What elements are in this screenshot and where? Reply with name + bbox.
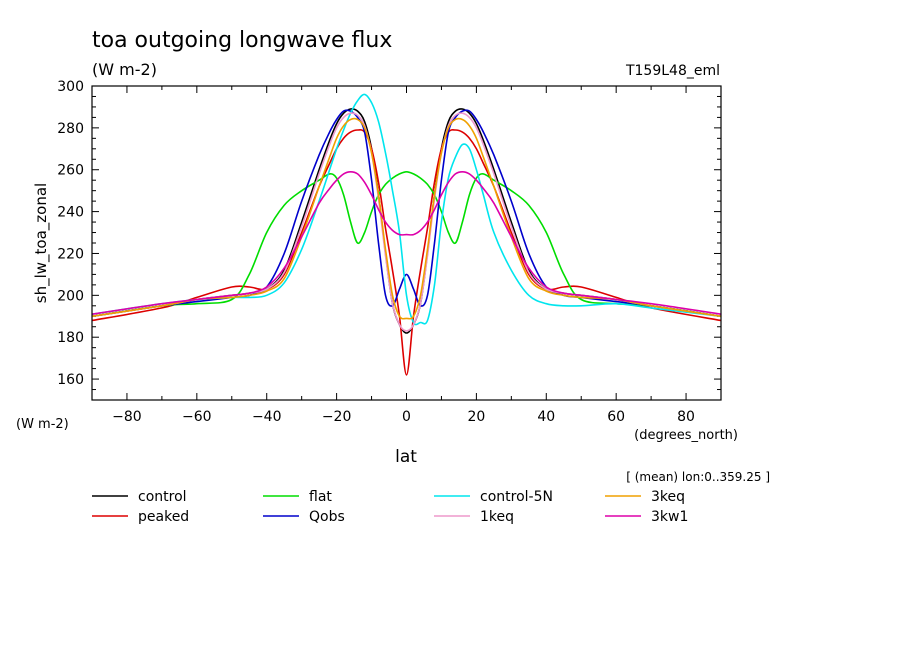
legend-entry-1keq: 1keq bbox=[434, 509, 514, 525]
series-line-3keq bbox=[91, 117, 722, 320]
legend-label: peaked bbox=[138, 509, 189, 525]
x-tick-label: 40 bbox=[537, 409, 555, 425]
y-tick-label: 200 bbox=[57, 288, 84, 304]
series-line-control bbox=[91, 108, 722, 334]
legend-entry-control: control bbox=[92, 489, 187, 505]
x-tick-label: −60 bbox=[182, 409, 212, 425]
series-line-1keq bbox=[91, 112, 722, 332]
series-line-flat bbox=[91, 171, 722, 318]
legend: control peaked flat Qobs control-5N 1keq 3keq 3… bbox=[92, 489, 688, 525]
y-tick-label: 160 bbox=[57, 372, 84, 388]
legend-entry-control-5n: control-5N bbox=[434, 489, 553, 505]
x-tick-label: −20 bbox=[322, 409, 352, 425]
chart-subtitle: (W m-2) bbox=[92, 60, 157, 79]
run-label: T159L48_eml bbox=[625, 63, 720, 79]
y-tick-label: 240 bbox=[57, 205, 84, 221]
y-tick-label: 260 bbox=[57, 163, 84, 179]
legend-label: flat bbox=[309, 489, 332, 505]
legend-label: 3keq bbox=[651, 489, 685, 505]
legend-label: control-5N bbox=[480, 489, 553, 505]
y-tick-label: 180 bbox=[57, 330, 84, 346]
y-tick-label: 280 bbox=[57, 121, 84, 137]
series-line-control-5n bbox=[91, 93, 722, 326]
x-tick-label: −80 bbox=[112, 409, 142, 425]
legend-entry-3kw1: 3kw1 bbox=[605, 509, 688, 525]
legend-label: 1keq bbox=[480, 509, 514, 525]
chart-title: toa outgoing longwave flux bbox=[92, 28, 392, 53]
series-layer bbox=[91, 93, 722, 376]
series-line-3kw1 bbox=[91, 171, 722, 315]
x-tick-label: 0 bbox=[402, 409, 411, 425]
y-axis-label: sh_lw_toa_zonal bbox=[32, 183, 51, 303]
y-tick-label: 300 bbox=[57, 79, 84, 95]
legend-label: 3kw1 bbox=[651, 509, 688, 525]
plot-area: −80 −60 −40 −20 0 20 40 60 80 160 180 200 220 240 260 2… bbox=[57, 79, 722, 425]
x-tick-label: 20 bbox=[467, 409, 485, 425]
x-tick-label: 80 bbox=[677, 409, 695, 425]
x-tick-label: −40 bbox=[252, 409, 282, 425]
x-axis-unit: (degrees_north) bbox=[634, 428, 738, 443]
legend-label: control bbox=[138, 489, 187, 505]
x-tick-label: 60 bbox=[607, 409, 625, 425]
plot-frame bbox=[91, 85, 722, 401]
series-line-qobs bbox=[91, 109, 722, 318]
y-tick-label: 220 bbox=[57, 246, 84, 262]
legend-entry-qobs: Qobs bbox=[263, 509, 345, 525]
legend-entry-peaked: peaked bbox=[92, 509, 189, 525]
averaging-note: [ (mean) lon:0..359.25 ] bbox=[626, 470, 770, 484]
legend-entry-3keq: 3keq bbox=[605, 489, 685, 505]
series-line-peaked bbox=[91, 129, 722, 376]
legend-entry-flat: flat bbox=[263, 489, 332, 505]
y-axis-unit: (W m-2) bbox=[16, 417, 69, 432]
x-axis-label: lat bbox=[395, 447, 417, 467]
legend-label: Qobs bbox=[309, 509, 345, 525]
